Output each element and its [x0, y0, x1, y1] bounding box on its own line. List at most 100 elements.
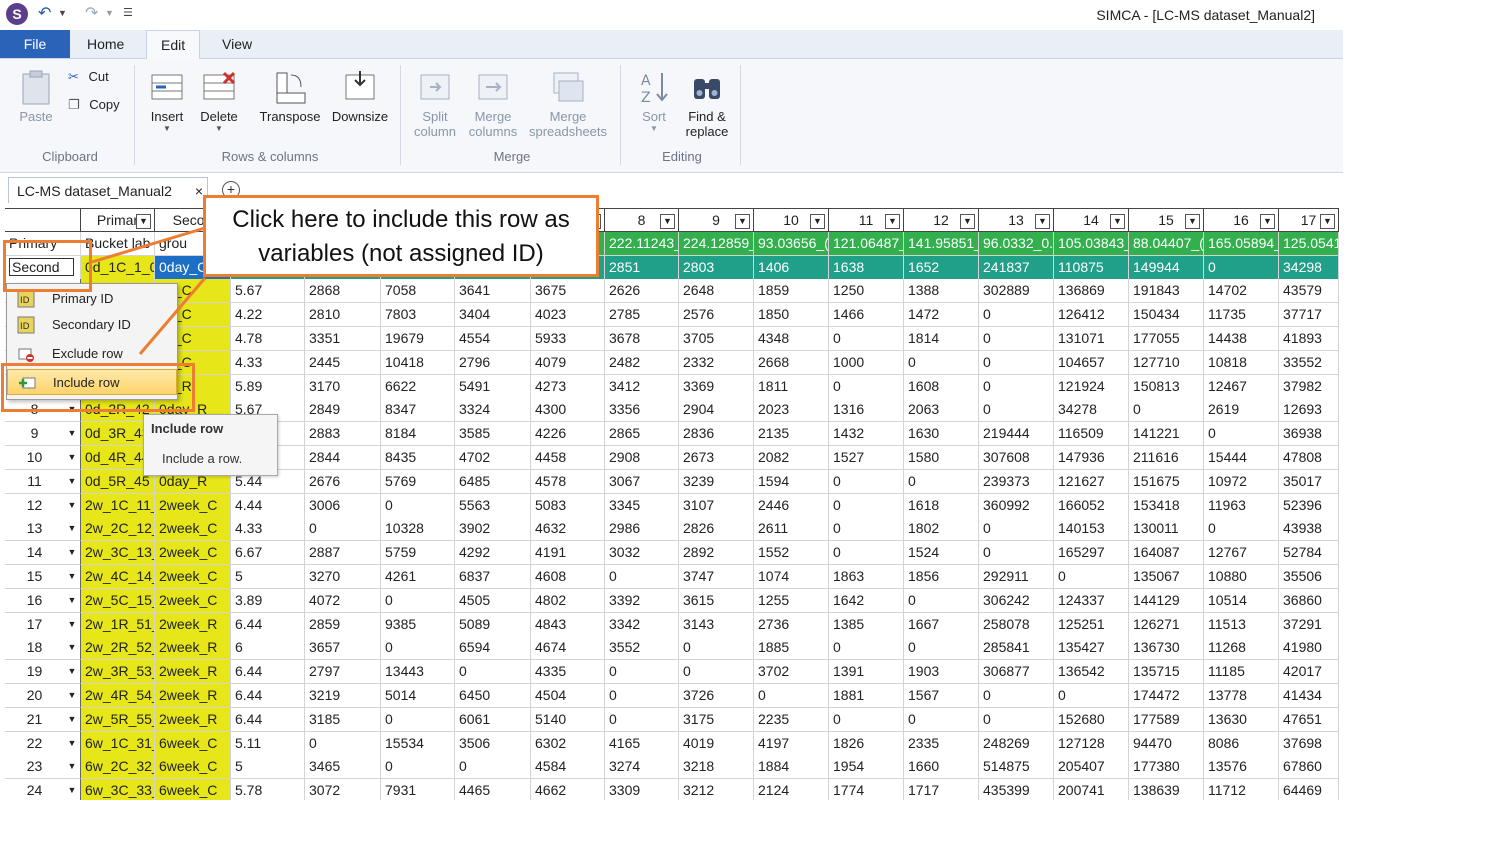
- column-header[interactable]: 11 ▼: [829, 208, 904, 232]
- data-cell[interactable]: 2648: [679, 279, 754, 304]
- data-cell[interactable]: 1385: [829, 612, 904, 637]
- data-cell[interactable]: 10514: [1204, 588, 1279, 613]
- data-cell[interactable]: 11185: [1204, 660, 1279, 685]
- data-cell[interactable]: 10418: [381, 350, 455, 375]
- data-cell[interactable]: 200741: [1054, 779, 1129, 800]
- data-cell[interactable]: 43938: [1279, 517, 1339, 542]
- data-cell[interactable]: 3345: [605, 493, 679, 518]
- data-cell[interactable]: 11268: [1204, 636, 1279, 661]
- data-cell[interactable]: 136869: [1054, 279, 1129, 304]
- data-cell[interactable]: 6.44: [231, 684, 305, 708]
- primary-id-cell[interactable]: 2w_3R_53_: [81, 660, 155, 685]
- column-dropdown-icon[interactable]: ▼: [1185, 214, 1200, 229]
- data-cell[interactable]: 3641: [455, 279, 531, 304]
- data-cell[interactable]: 127128: [1054, 731, 1129, 756]
- data-cell[interactable]: 37291: [1279, 612, 1339, 637]
- data-cell[interactable]: 10972: [1204, 469, 1279, 494]
- data-cell[interactable]: 13443: [381, 660, 455, 685]
- data-cell[interactable]: 3032: [605, 541, 679, 566]
- data-cell[interactable]: 0: [679, 660, 754, 685]
- data-cell[interactable]: 0: [979, 517, 1054, 542]
- data-cell[interactable]: 141221: [1129, 422, 1204, 447]
- row-number[interactable]: 21 ▼: [5, 707, 81, 732]
- data-cell[interactable]: 4292: [455, 541, 531, 566]
- menu-item-exclude-row[interactable]: Exclude row: [7, 341, 177, 367]
- data-cell[interactable]: 136542: [1054, 660, 1129, 685]
- data-cell[interactable]: 0: [381, 493, 455, 518]
- data-cell[interactable]: 3212: [679, 779, 754, 800]
- data-cell[interactable]: 8435: [381, 446, 455, 470]
- data-cell[interactable]: 4458: [531, 446, 605, 470]
- secondary-id-cell[interactable]: 2week_C: [155, 565, 231, 589]
- row-dropdown-icon[interactable]: ▼: [67, 737, 77, 748]
- data-cell[interactable]: 2445: [305, 350, 381, 375]
- primary-id-cell[interactable]: 2w_3C_13_: [81, 541, 155, 566]
- data-cell[interactable]: 1594: [754, 469, 829, 494]
- data-cell[interactable]: 2859: [305, 612, 381, 637]
- downsize-button[interactable]: Downsize: [328, 69, 392, 124]
- data-cell[interactable]: 11712: [1204, 779, 1279, 800]
- data-cell[interactable]: 3006: [305, 493, 381, 518]
- data-cell[interactable]: 306877: [979, 660, 1054, 685]
- document-tab[interactable]: LC-MS dataset_Manual2 ×: [8, 177, 208, 203]
- data-cell[interactable]: 0: [455, 660, 531, 685]
- data-cell[interactable]: 4197: [754, 731, 829, 756]
- column-dropdown-icon[interactable]: ▼: [660, 214, 675, 229]
- data-cell[interactable]: 153418: [1129, 493, 1204, 518]
- insert-button[interactable]: Insert ▼: [144, 69, 190, 133]
- merge-columns-button[interactable]: Merge columns: [464, 69, 522, 139]
- data-cell[interactable]: 3342: [605, 612, 679, 637]
- data-cell[interactable]: 47651: [1279, 707, 1339, 732]
- row-number[interactable]: 14 ▼: [5, 541, 81, 566]
- data-cell[interactable]: 0: [455, 755, 531, 780]
- data-cell[interactable]: 2797: [305, 660, 381, 685]
- data-cell[interactable]: 5769: [381, 469, 455, 494]
- column-header[interactable]: 9 ▼: [679, 208, 754, 232]
- data-cell[interactable]: 6594: [455, 636, 531, 661]
- data-cell[interactable]: 8184: [381, 422, 455, 447]
- data-cell[interactable]: 11735: [1204, 303, 1279, 328]
- data-cell[interactable]: 13630: [1204, 707, 1279, 732]
- data-cell[interactable]: 35506: [1279, 565, 1339, 589]
- data-cell[interactable]: 13576: [1204, 755, 1279, 780]
- data-cell[interactable]: 0: [381, 755, 455, 780]
- column-dropdown-icon[interactable]: ▼: [735, 214, 750, 229]
- data-cell[interactable]: 3675: [531, 279, 605, 304]
- data-cell[interactable]: 5089: [455, 612, 531, 637]
- data-cell[interactable]: 3747: [679, 565, 754, 589]
- data-cell[interactable]: 0: [979, 684, 1054, 708]
- data-cell[interactable]: 166052: [1054, 493, 1129, 518]
- data-cell[interactable]: 6061: [455, 707, 531, 732]
- data-cell[interactable]: 2887: [305, 541, 381, 566]
- find-replace-button[interactable]: Find & replace: [680, 69, 734, 139]
- data-cell[interactable]: 3185: [305, 707, 381, 732]
- data-cell[interactable]: 36860: [1279, 588, 1339, 613]
- data-cell[interactable]: 12467: [1204, 374, 1279, 399]
- data-cell[interactable]: 12693: [1279, 398, 1339, 423]
- data-cell[interactable]: 6450: [455, 684, 531, 708]
- data-cell[interactable]: 36938: [1279, 422, 1339, 447]
- data-cell[interactable]: 2796: [455, 350, 531, 375]
- data-cell[interactable]: 1527: [829, 446, 904, 470]
- data-cell[interactable]: 1472: [904, 303, 979, 328]
- data-cell[interactable]: 1774: [829, 779, 904, 800]
- column-dropdown-icon[interactable]: ▼: [1035, 214, 1050, 229]
- data-cell[interactable]: 4165: [605, 731, 679, 756]
- primary-id-cell[interactable]: 6w_3C_33_: [81, 779, 155, 800]
- data-cell[interactable]: 4.22: [231, 303, 305, 328]
- data-cell[interactable]: 0: [1204, 517, 1279, 542]
- data-cell[interactable]: 2063: [904, 398, 979, 423]
- data-cell[interactable]: 6.44: [231, 707, 305, 732]
- data-cell[interactable]: 435399: [979, 779, 1054, 800]
- secondary-id-cell[interactable]: 6week_C: [155, 779, 231, 800]
- menu-item-primary-id[interactable]: ID Primary ID: [7, 286, 177, 312]
- data-cell[interactable]: 7931: [381, 779, 455, 800]
- data-cell[interactable]: 5563: [455, 493, 531, 518]
- data-cell[interactable]: 67860: [1279, 755, 1339, 780]
- column-dropdown-icon[interactable]: ▼: [136, 214, 151, 229]
- data-cell[interactable]: 0: [305, 731, 381, 756]
- data-cell[interactable]: 4504: [531, 684, 605, 708]
- secondary-id-cell[interactable]: 2week_R: [155, 612, 231, 637]
- data-cell[interactable]: 0: [979, 541, 1054, 566]
- data-cell[interactable]: 4702: [455, 446, 531, 470]
